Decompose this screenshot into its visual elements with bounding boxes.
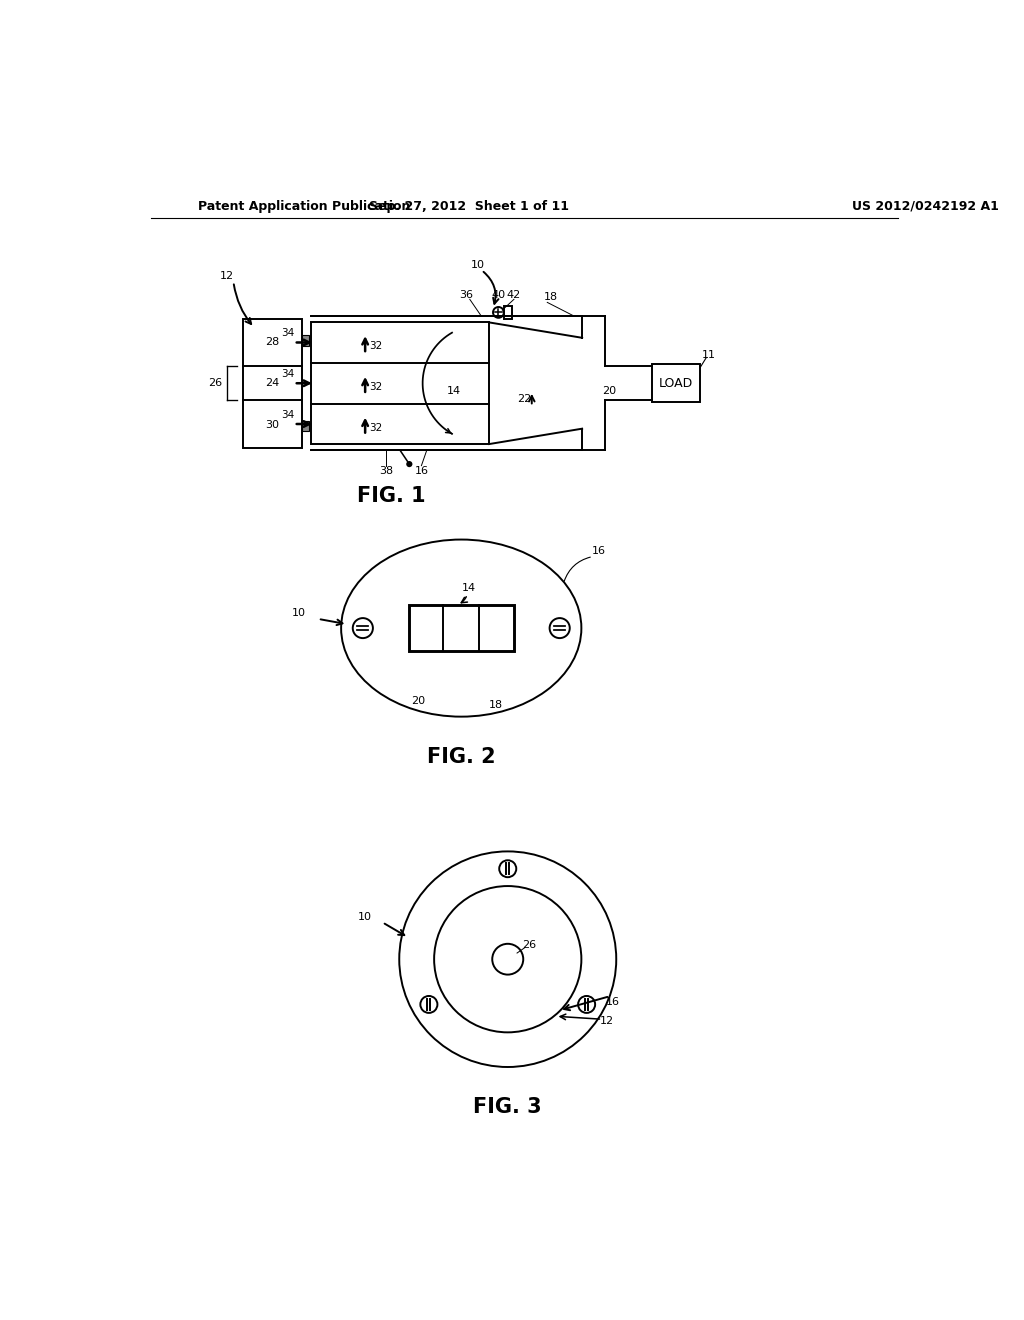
Text: FIG. 2: FIG. 2 — [427, 747, 496, 767]
Text: 10: 10 — [292, 607, 305, 618]
Text: 16: 16 — [415, 466, 428, 477]
Bar — [302, 335, 309, 346]
Text: 14: 14 — [462, 583, 476, 593]
Text: 36: 36 — [459, 289, 473, 300]
Text: 26: 26 — [522, 940, 537, 950]
Text: FIG. 1: FIG. 1 — [357, 487, 426, 507]
Text: 38: 38 — [379, 466, 393, 477]
Text: 12: 12 — [600, 1016, 614, 1026]
Text: 18: 18 — [489, 700, 503, 710]
Text: 26: 26 — [209, 379, 222, 388]
Circle shape — [407, 461, 413, 467]
Text: 34: 34 — [281, 329, 294, 338]
Text: 10: 10 — [357, 912, 372, 921]
Text: 34: 34 — [281, 409, 294, 420]
Bar — [311, 322, 489, 444]
Text: 11: 11 — [702, 350, 716, 360]
Text: 22: 22 — [517, 393, 531, 404]
Text: 20: 20 — [412, 696, 426, 706]
Text: 18: 18 — [544, 292, 558, 302]
Text: 24: 24 — [265, 379, 280, 388]
Text: 16: 16 — [605, 997, 620, 1007]
Text: 20: 20 — [602, 385, 616, 396]
Text: 12: 12 — [220, 271, 234, 281]
Text: 32: 32 — [370, 342, 383, 351]
Text: 30: 30 — [265, 420, 280, 429]
Bar — [504, 306, 512, 318]
Text: FIG. 3: FIG. 3 — [473, 1097, 542, 1117]
Text: 32: 32 — [370, 381, 383, 392]
Text: 34: 34 — [281, 370, 294, 379]
Text: US 2012/0242192 A1: US 2012/0242192 A1 — [852, 199, 998, 213]
Text: Patent Application Publication: Patent Application Publication — [198, 199, 411, 213]
Text: 42: 42 — [507, 289, 521, 300]
Text: LOAD: LOAD — [658, 376, 693, 389]
Bar — [302, 421, 309, 432]
Text: 28: 28 — [265, 337, 280, 347]
Text: 32: 32 — [370, 422, 383, 433]
Text: Sep. 27, 2012  Sheet 1 of 11: Sep. 27, 2012 Sheet 1 of 11 — [369, 199, 569, 213]
Text: 16: 16 — [592, 546, 605, 556]
Bar — [652, 364, 700, 403]
Text: 40: 40 — [492, 289, 506, 300]
Bar — [409, 605, 514, 651]
Text: 14: 14 — [447, 385, 462, 396]
Text: 10: 10 — [470, 260, 484, 269]
Bar — [243, 318, 302, 447]
